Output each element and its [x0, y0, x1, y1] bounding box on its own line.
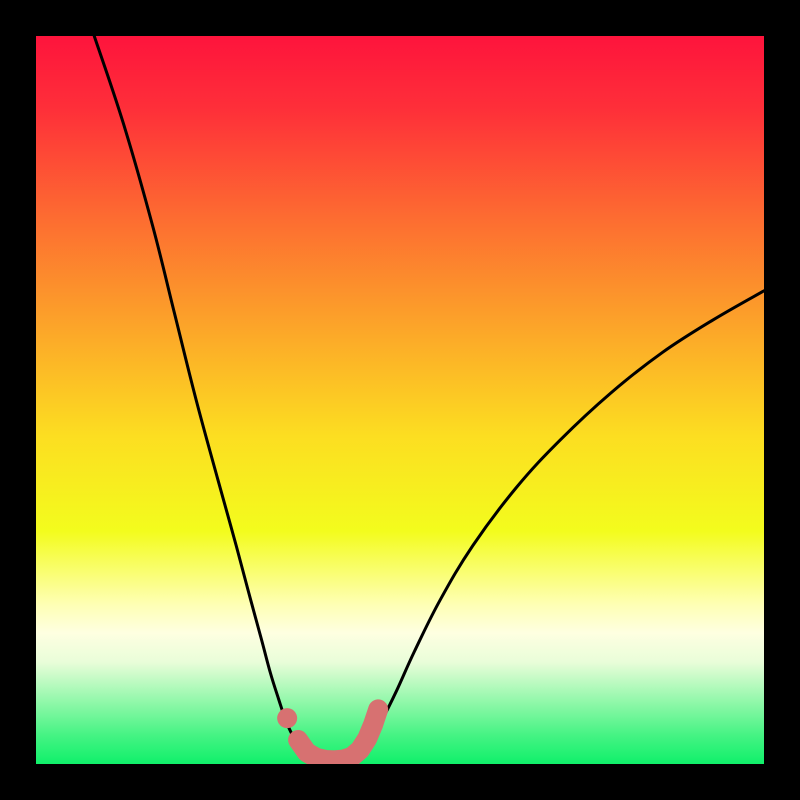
- valley-strip: [298, 709, 378, 760]
- valley-marker-strip: [277, 708, 378, 760]
- curve-left-branch: [94, 36, 320, 760]
- watermark-text: TheBottleneck.com: [582, 8, 788, 34]
- valley-isolated-dot: [277, 708, 297, 728]
- bottleneck-curve: [36, 36, 764, 764]
- plot-area: [36, 36, 764, 764]
- chart-container: TheBottleneck.com: [0, 0, 800, 800]
- curve-right-branch: [349, 291, 764, 761]
